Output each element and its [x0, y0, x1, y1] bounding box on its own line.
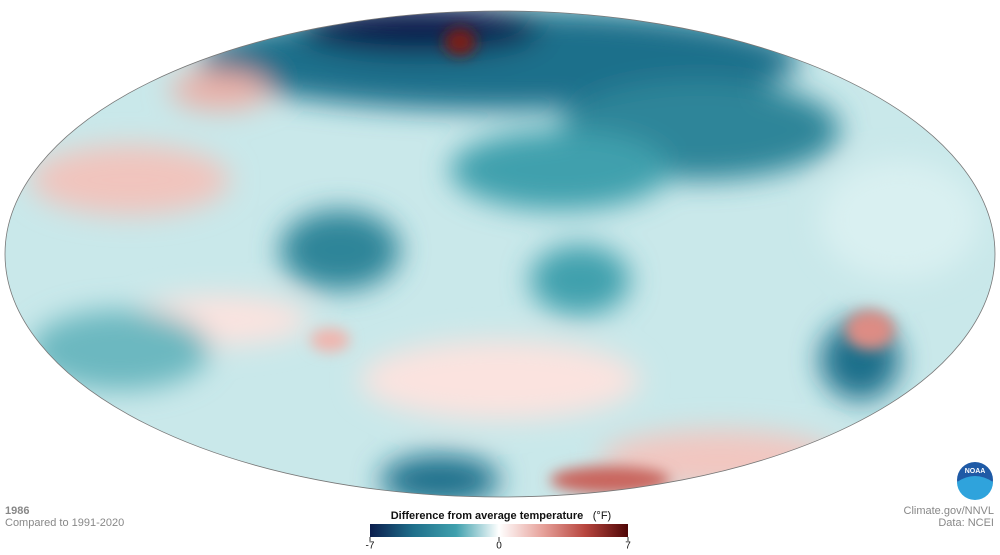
credit-data: Data: NCEI	[938, 517, 994, 529]
colorbar-tick-label: -7	[366, 541, 375, 552]
credit-source: Climate.gov/NNVL	[904, 505, 994, 517]
logo-text: NOAA	[965, 468, 986, 475]
legend-unit: (°F)	[593, 510, 611, 522]
colorbar-tick-label: 0	[496, 541, 502, 552]
colorbar	[370, 524, 628, 537]
baseline: Compared to 1991-2020	[5, 517, 124, 529]
legend-title: Difference from average temperature	[391, 510, 584, 522]
globe-outline	[4, 10, 996, 498]
colorbar-tick-label: 7	[625, 541, 631, 552]
year: 1986	[5, 505, 29, 517]
noaa-logo: NOAA	[957, 462, 993, 500]
anomaly-map	[5, 11, 995, 497]
